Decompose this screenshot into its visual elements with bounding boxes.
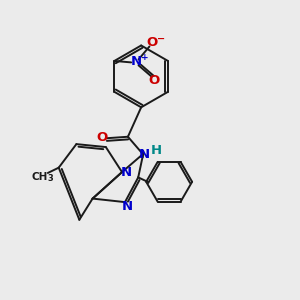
Text: H: H — [150, 144, 161, 157]
Text: +: + — [141, 52, 149, 62]
Text: 3: 3 — [47, 174, 53, 183]
Text: O: O — [147, 37, 158, 50]
Text: O: O — [96, 131, 108, 144]
Text: N: N — [121, 166, 132, 179]
Text: N: N — [122, 200, 133, 213]
Text: N: N — [131, 55, 142, 68]
Text: −: − — [157, 34, 165, 44]
Text: N: N — [139, 148, 150, 161]
Text: CH: CH — [32, 172, 48, 182]
Text: O: O — [149, 74, 160, 87]
